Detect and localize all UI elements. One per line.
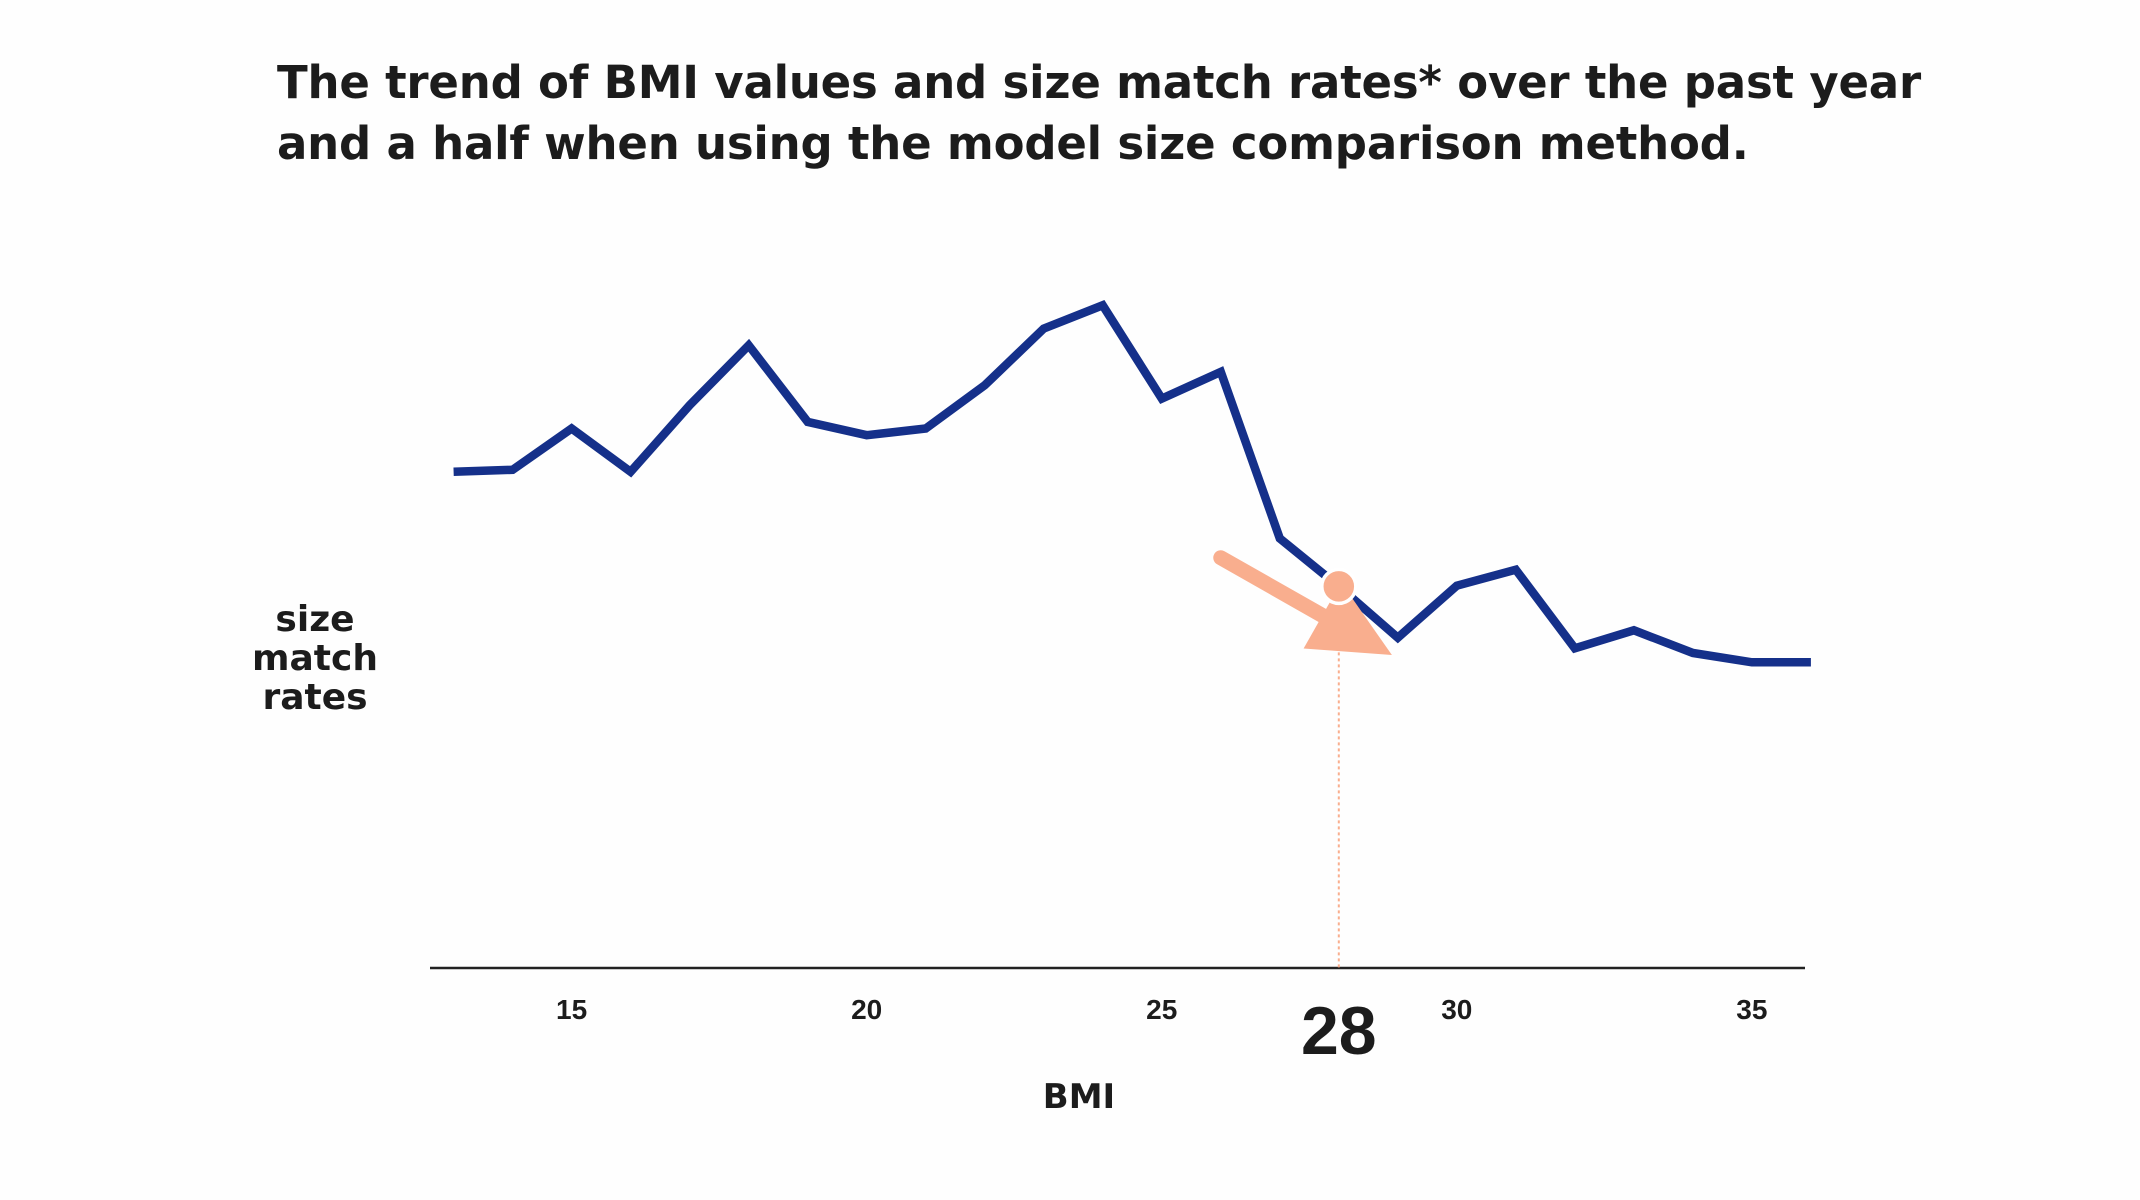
- y-axis-label-line-1: size: [275, 599, 355, 640]
- highlight-x-label: 28: [1301, 993, 1377, 1069]
- x-axis-label: BMI: [1043, 1077, 1115, 1117]
- y-axis-label-line-3: rates: [262, 677, 368, 718]
- trend-arrow-shaft: [1213, 550, 1336, 626]
- chart-title-line-1: The trend of BMI values and size match r…: [277, 56, 1921, 109]
- x-tick-label-20: 20: [851, 994, 882, 1025]
- plot-area: 15 20 25 30 35 28 BMI: [430, 300, 1811, 1117]
- trend-arrow-head: [1303, 582, 1392, 655]
- chart-title: The trend of BMI values and size match r…: [277, 52, 1977, 174]
- series-line-1: [453, 300, 1811, 667]
- x-tick-label-25: 25: [1146, 994, 1177, 1025]
- highlight-marker: [1320, 567, 1358, 606]
- x-tick-label-35: 35: [1736, 994, 1767, 1025]
- chart-title-line-2: and a half when using the model size com…: [277, 117, 1749, 170]
- x-tick-label-15: 15: [556, 994, 587, 1025]
- y-axis-label-line-2: match: [252, 638, 378, 679]
- y-axis-label: size match rates: [220, 600, 410, 717]
- x-tick-label-30: 30: [1441, 994, 1472, 1025]
